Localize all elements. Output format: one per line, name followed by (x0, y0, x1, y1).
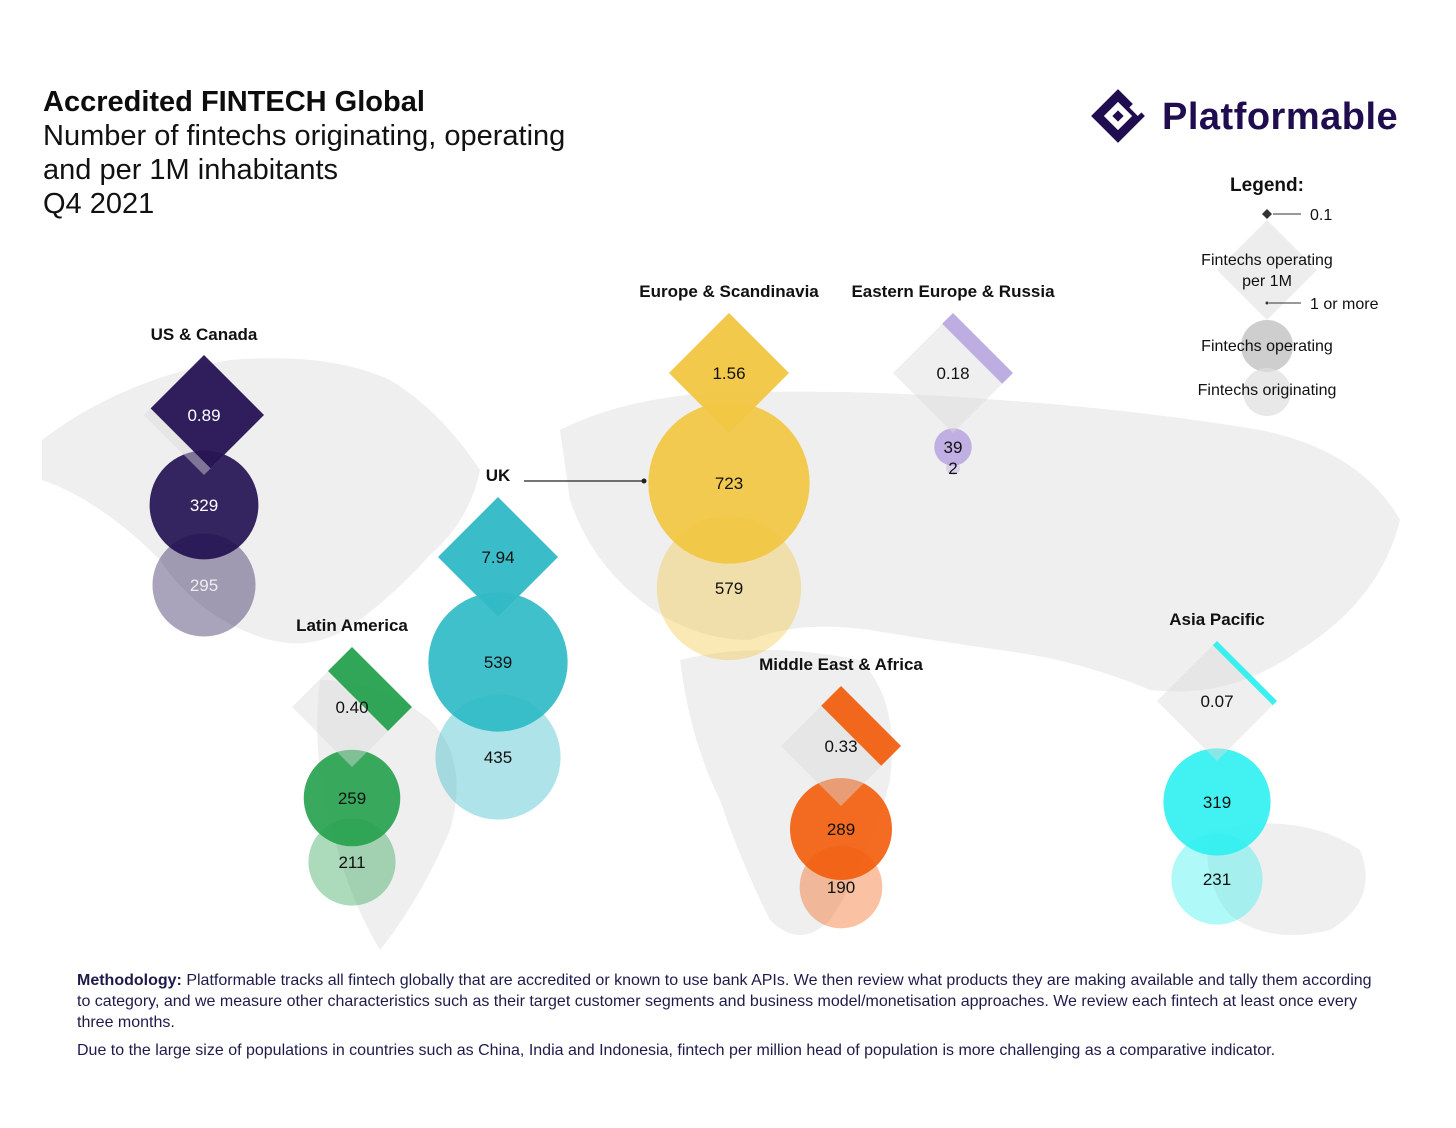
region-latin-america: Latin America 0.40 259 211 (292, 616, 412, 906)
methodology-label: Methodology: (77, 972, 182, 989)
originating-bubble (152, 533, 256, 637)
legend-originating-circle (1243, 368, 1291, 416)
region-europe-scandinavia: Europe & Scandinavia 1.56 723 579 (639, 282, 819, 661)
operating-bubble (303, 749, 401, 847)
operating-bubble (1163, 748, 1271, 856)
operating-bubble (790, 778, 892, 880)
operating-value: 259 (338, 789, 366, 808)
originating-value: 2 (948, 459, 957, 478)
region-middle-east-africa: Middle East & Africa 0.33 289 190 (759, 655, 923, 929)
originating-value: 435 (484, 748, 512, 767)
region-label: Latin America (296, 616, 408, 635)
originating-value: 231 (1203, 870, 1231, 889)
originating-value: 579 (715, 579, 743, 598)
legend: Legend: 0.1 Fintechs operating per 1M 1 or m… (1198, 175, 1379, 416)
population-note: Due to the large size of populations in … (77, 1042, 1276, 1059)
operating-bubble (428, 592, 568, 732)
region-label: US & Canada (151, 325, 258, 344)
per-million-value: 7.94 (481, 548, 514, 567)
legend-per-million-line-2: per 1M (1242, 273, 1292, 290)
legend-title: Legend: (1230, 175, 1304, 196)
legend-originating-label: Fintechs originating (1198, 382, 1337, 399)
legend-large-dot (1265, 301, 1269, 305)
per-million-value: 0.89 (187, 406, 220, 425)
chart-subtitle-line-1: Number of fintechs originating, operatin… (43, 120, 566, 152)
operating-bubble (934, 428, 972, 466)
legend-scale-large: 1 or more (1310, 296, 1379, 313)
per-million-diamond (1212, 641, 1277, 706)
region-label: UK (486, 466, 511, 485)
chart-title: Accredited FINTECH Global (43, 86, 425, 118)
region-uk: UK 7.94 539 435 (428, 466, 568, 820)
originating-bubble (435, 694, 561, 820)
methodology-text: Platformable tracks all fintech globally… (77, 972, 1372, 1031)
per-million-diamond (328, 647, 412, 731)
per-million-value: 0.40 (335, 698, 368, 717)
legend-small-diamond (1262, 209, 1272, 219)
operating-value: 329 (190, 496, 218, 515)
uk-connector-dot (641, 478, 647, 484)
originating-value: 295 (190, 576, 218, 595)
platformable-logo (1091, 89, 1147, 143)
brand-name: Platformable (1162, 96, 1399, 138)
chart-subtitle-line-3: Q4 2021 (43, 188, 155, 220)
operating-bubble (149, 450, 259, 560)
legend-operating-label: Fintechs operating (1201, 338, 1333, 355)
region-eastern-europe-russia: Eastern Europe & Russia 0.18 39 2 (851, 282, 1055, 478)
per-million-diamond (438, 497, 558, 617)
per-million-diamond (150, 355, 264, 469)
originating-value: 190 (827, 878, 855, 897)
operating-value: 539 (484, 653, 512, 672)
legend-scale-small: 0.1 (1310, 207, 1332, 224)
operating-value: 39 (944, 438, 963, 457)
region-label: Eastern Europe & Russia (851, 282, 1055, 301)
per-million-diamond (821, 686, 901, 766)
per-million-value: 1.56 (712, 364, 745, 383)
operating-value: 289 (827, 820, 855, 839)
legend-operating-circle (1241, 320, 1293, 372)
region-label: Europe & Scandinavia (639, 282, 819, 301)
per-million-value: 0.33 (824, 737, 857, 756)
operating-value: 319 (1203, 793, 1231, 812)
methodology-paragraph: Methodology: Platformable tracks all fin… (77, 970, 1382, 1033)
region-label: Middle East & Africa (759, 655, 923, 674)
legend-diamond (1217, 220, 1317, 320)
per-million-value: 0.18 (936, 364, 969, 383)
operating-bubble (648, 402, 810, 564)
region-label: Asia Pacific (1169, 610, 1264, 629)
region-us-canada: US & Canada 0.89 329 295 (144, 325, 264, 637)
per-million-value: 0.07 (1200, 692, 1233, 711)
region-asia-pacific: Asia Pacific 0.07 319 231 (1157, 610, 1277, 925)
operating-value: 723 (715, 474, 743, 493)
chart-subtitle-line-2: and per 1M inhabitants (43, 154, 339, 186)
legend-per-million-line-1: Fintechs operating (1201, 252, 1333, 269)
per-million-diamond (669, 313, 789, 433)
per-million-diamond (942, 313, 1013, 384)
originating-value: 211 (338, 853, 365, 872)
originating-bubble (1171, 833, 1263, 925)
